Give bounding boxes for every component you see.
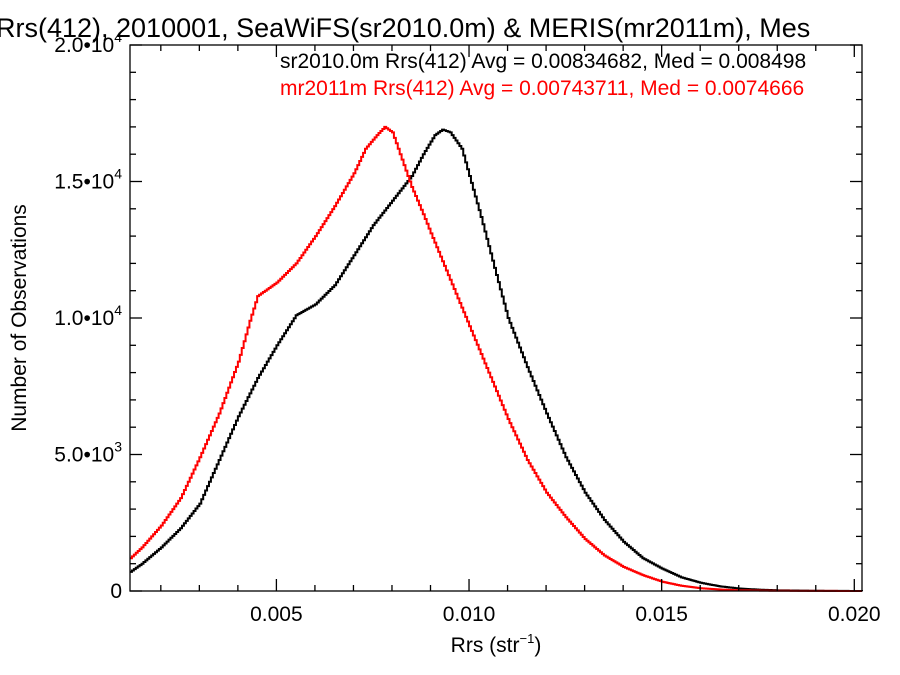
y-axis-label: Number of Observations: [8, 204, 31, 432]
x-axis-label: Rrs (str−1): [451, 631, 542, 657]
x-axis-label-end: ): [534, 634, 541, 657]
x-tick-label: 0.015: [635, 603, 688, 626]
x-axis-label-sup: −1: [520, 631, 535, 646]
x-tick-label: 0.010: [443, 603, 496, 626]
legend-entry-sr2010: sr2010.0m Rrs(412) Avg = 0.00834682, Med…: [280, 50, 806, 73]
chart-title: Rrs(412), 2010001, SeaWiFS(sr2010.0m) & …: [0, 13, 810, 43]
axis-ticks: [130, 44, 862, 592]
x-axis-label-main: Rrs (str: [451, 634, 520, 657]
x-tick-label: 0.005: [250, 603, 303, 626]
y-tick-labels: 0 5.0•103 1.0•104 1.5•104 2.0•104: [54, 29, 122, 603]
legend-entry-mr2011: mr2011m Rrs(412) Avg = 0.00743711, Med =…: [280, 77, 804, 100]
y-tick-label: 2.0•104: [54, 29, 122, 57]
series-line-mr2011: [130, 125, 862, 592]
y-tick-label: 1.5•104: [54, 166, 122, 194]
y-tick-label: 1.0•104: [54, 302, 122, 330]
legend: sr2010.0m Rrs(412) Avg = 0.00834682, Med…: [280, 50, 806, 100]
y-tick-label: 0: [110, 580, 122, 603]
x-tick-labels: 0.005 0.010 0.015 0.020: [250, 603, 880, 626]
y-tick-label: 5.0•103: [54, 439, 122, 467]
x-tick-label: 0.020: [828, 603, 881, 626]
